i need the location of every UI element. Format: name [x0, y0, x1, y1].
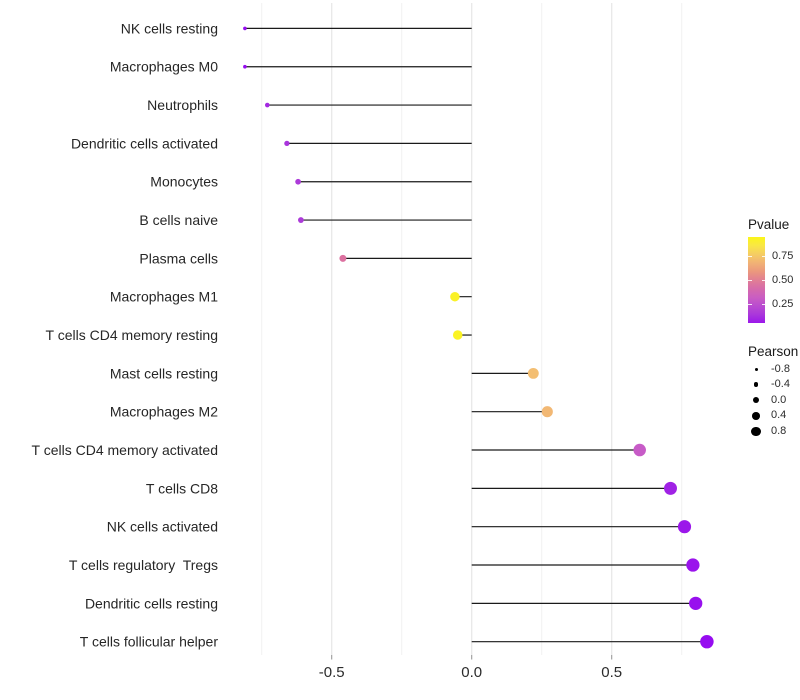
y-axis-label: B cells naive — [139, 212, 218, 228]
lollipop-dot — [633, 443, 646, 457]
y-axis-label: T cells regulatory Tregs — [69, 557, 218, 573]
pearson-legend-dot — [754, 367, 758, 371]
y-axis-label: Macrophages M1 — [110, 289, 218, 305]
y-axis-label: Monocytes — [150, 174, 218, 190]
lollipop-dot — [339, 254, 347, 262]
y-axis-label: Mast cells resting — [110, 365, 218, 381]
pvalue-colorbar-tick — [761, 256, 765, 258]
pvalue-colorbar-tick — [748, 303, 752, 305]
pearson-legend-label: 0.4 — [771, 409, 787, 422]
lollipop-dot — [541, 406, 553, 418]
pearson-legend-dot — [753, 382, 759, 388]
pearson-legend-label: 0.0 — [771, 393, 787, 406]
pvalue-colorbar-tick — [761, 280, 765, 281]
pvalue-colorbar-tick — [761, 303, 765, 305]
lollipop-dot — [677, 520, 692, 534]
y-axis-label: Plasma cells — [139, 250, 218, 266]
lollipop-dot — [450, 291, 460, 302]
pearson-legend-dot — [752, 397, 760, 404]
y-axis-label: T cells CD4 memory resting — [46, 327, 218, 343]
y-axis-label: Neutrophils — [147, 97, 218, 113]
lollipop-dot — [689, 596, 703, 611]
lollipop-dot — [243, 64, 247, 69]
lollipop-dot — [700, 634, 714, 649]
y-axis-label: Dendritic cells resting — [85, 595, 218, 611]
pvalue-tick-label: 0.25 — [772, 297, 794, 310]
x-tick-label: 0.5 — [601, 664, 622, 681]
y-axis-label: T cells CD4 memory activated — [32, 442, 218, 458]
x-tick-label: 0.0 — [461, 664, 482, 681]
lollipop-dot — [527, 367, 539, 379]
lollipop-dot — [264, 102, 270, 108]
y-axis-label: T cells CD8 — [146, 480, 218, 496]
lollipop-dot — [295, 178, 301, 185]
lollipop-dot — [664, 481, 677, 495]
lollipop-dot — [243, 26, 247, 31]
pvalue-tick-label: 0.75 — [772, 250, 794, 263]
lollipop-dot — [452, 330, 463, 340]
y-axis-label: T cells follicular helper — [80, 634, 219, 650]
pvalue-colorbar-tick — [748, 256, 752, 258]
lollipop-dot — [298, 217, 304, 223]
y-axis-label: Macrophages M0 — [110, 59, 218, 75]
pearson-legend-label: 0.8 — [771, 424, 787, 437]
y-axis-label: NK cells activated — [107, 519, 218, 535]
x-tick-label: -0.5 — [319, 664, 345, 681]
y-axis-label: Macrophages M2 — [110, 404, 218, 420]
pearson-legend-dot — [752, 411, 760, 420]
pvalue-colorbar-tick — [748, 280, 752, 281]
y-axis-label: Dendritic cells activated — [71, 135, 218, 151]
y-axis-label: NK cells resting — [121, 20, 218, 36]
pearson-legend-title: Pearson — [748, 344, 799, 359]
lollipop-dot — [284, 140, 290, 147]
pvalue-colorbar — [748, 237, 765, 323]
lollipop-dot — [686, 558, 700, 572]
pearson-legend-label: -0.8 — [771, 362, 790, 375]
pvalue-legend-title: Pvalue — [748, 217, 790, 232]
pearson-legend-label: -0.4 — [771, 378, 790, 391]
pearson-legend-dot — [751, 426, 761, 436]
pvalue-tick-label: 0.50 — [772, 274, 794, 286]
